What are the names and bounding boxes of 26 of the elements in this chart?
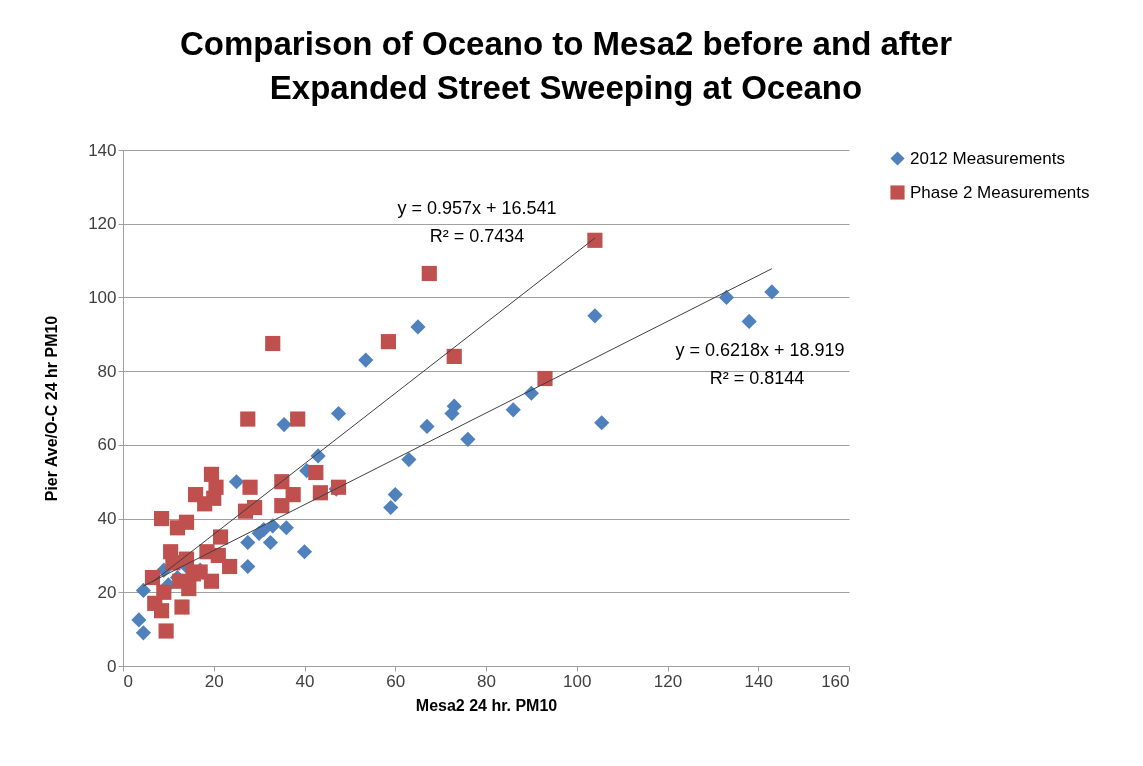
x-tick-label: 160 <box>821 671 850 691</box>
y-tick-label: 60 <box>97 435 117 455</box>
x-tick-label: 80 <box>477 671 496 691</box>
annotation: R² = 0.7434 <box>429 226 525 246</box>
legend-label: 2012 Measurements <box>910 148 1065 168</box>
annotation: y = 0.6218x + 18.919 <box>675 340 845 360</box>
y-tick-label: 120 <box>88 214 117 234</box>
y-tick-label: 100 <box>88 287 117 307</box>
x-axis-title: Mesa2 24 hr. PM10 <box>415 696 558 714</box>
y-tick-label: 0 <box>107 656 117 676</box>
annotation: y = 0.957x + 16.541 <box>397 198 557 218</box>
chart-title: Comparison of Oceano to Mesa2 before and after Expanded Street Sweeping at Oceano <box>180 25 953 106</box>
y-tick-label: 20 <box>97 582 117 602</box>
annotation: R² = 0.8144 <box>709 368 805 388</box>
x-tick-label: 0 <box>123 671 133 691</box>
x-tick-label: 140 <box>744 671 773 691</box>
y-tick-label: 80 <box>97 361 117 381</box>
x-tick-label: 40 <box>295 671 315 691</box>
y-axis-title: Pier Ave/O-C 24 hr PM10 <box>43 315 61 502</box>
x-tick-label: 60 <box>386 671 406 691</box>
x-tick-label: 20 <box>204 671 224 691</box>
legend-label: Phase 2 Measurements <box>910 182 1090 202</box>
x-tick-label: 100 <box>563 671 592 691</box>
y-tick-label: 140 <box>88 140 117 160</box>
x-tick-label: 120 <box>653 671 683 691</box>
y-tick-label: 40 <box>97 509 117 529</box>
